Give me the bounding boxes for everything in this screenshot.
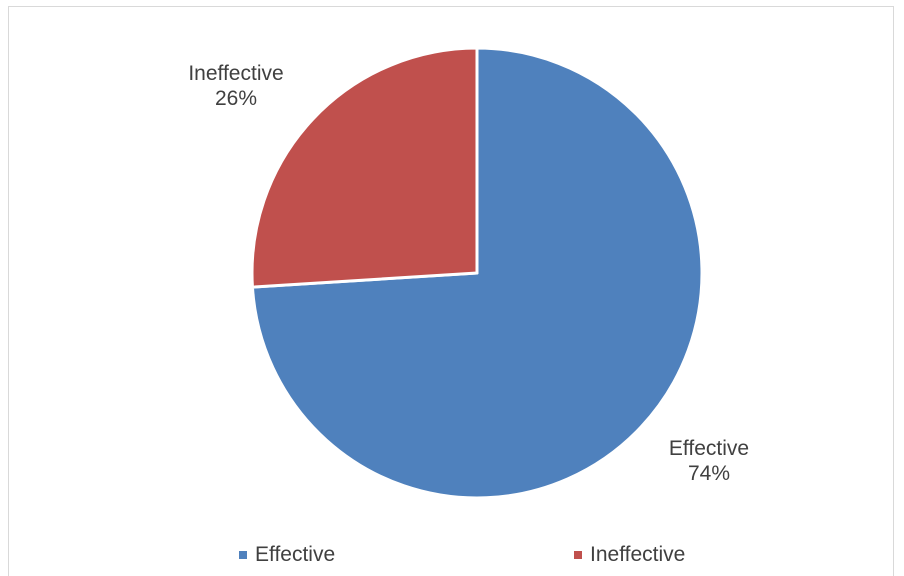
legend-item-effective: Effective [239, 543, 335, 567]
legend-item-ineffective: Ineffective [574, 543, 685, 567]
data-label-name-ineffective: Ineffective [188, 62, 283, 85]
legend-swatch-effective [239, 551, 247, 559]
data-label-name-effective: Effective [669, 437, 749, 460]
legend-label-effective: Effective [255, 543, 336, 566]
pie-slice-ineffective [250, 46, 479, 289]
legend-label-ineffective: Ineffective [590, 543, 686, 566]
data-label-value-effective: 74% [688, 462, 730, 485]
data-label-value-ineffective: 26% [215, 87, 257, 110]
legend-swatch-ineffective [574, 551, 582, 559]
